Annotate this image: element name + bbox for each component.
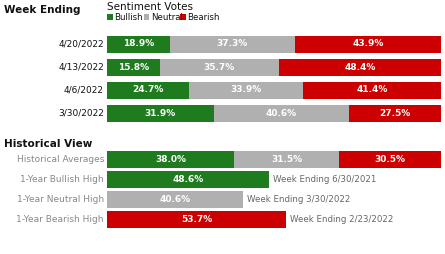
- Text: 4/6/2022: 4/6/2022: [64, 86, 104, 94]
- Bar: [107, 190, 243, 208]
- Text: 24.7%: 24.7%: [133, 86, 164, 94]
- Bar: [160, 58, 279, 75]
- Text: 53.7%: 53.7%: [181, 214, 212, 224]
- Bar: [339, 151, 441, 167]
- Bar: [349, 104, 441, 121]
- Text: 31.5%: 31.5%: [271, 154, 302, 164]
- Text: Bearish: Bearish: [187, 12, 220, 22]
- Text: Week Ending 2/23/2022: Week Ending 2/23/2022: [290, 214, 394, 224]
- Text: 48.6%: 48.6%: [173, 174, 204, 183]
- Text: 18.9%: 18.9%: [123, 40, 154, 49]
- Text: 1-Year Bearish High: 1-Year Bearish High: [16, 214, 104, 224]
- Text: Historical View: Historical View: [4, 139, 93, 149]
- Bar: [190, 82, 303, 99]
- Bar: [180, 14, 186, 20]
- Text: Neutral: Neutral: [151, 12, 183, 22]
- Bar: [107, 211, 287, 228]
- Text: 33.9%: 33.9%: [231, 86, 262, 94]
- Bar: [107, 151, 234, 167]
- Text: 37.3%: 37.3%: [217, 40, 248, 49]
- Text: Week Ending 6/30/2021: Week Ending 6/30/2021: [273, 174, 377, 183]
- Text: 15.8%: 15.8%: [118, 62, 149, 71]
- Bar: [107, 36, 170, 53]
- Bar: [107, 82, 190, 99]
- Text: 41.4%: 41.4%: [356, 86, 388, 94]
- Text: 30.5%: 30.5%: [375, 154, 405, 164]
- Text: 35.7%: 35.7%: [204, 62, 235, 71]
- Bar: [170, 36, 295, 53]
- Bar: [143, 14, 149, 20]
- Text: 38.0%: 38.0%: [155, 154, 186, 164]
- Text: Bullish: Bullish: [114, 12, 143, 22]
- Text: 4/20/2022: 4/20/2022: [58, 40, 104, 49]
- Bar: [295, 36, 441, 53]
- Text: 27.5%: 27.5%: [380, 108, 411, 118]
- Text: 1-Year Bullish High: 1-Year Bullish High: [20, 174, 104, 183]
- Text: Week Ending 3/30/2022: Week Ending 3/30/2022: [247, 195, 350, 203]
- Bar: [107, 170, 269, 187]
- Text: 48.4%: 48.4%: [344, 62, 376, 71]
- Bar: [214, 104, 349, 121]
- Text: Historical Averages: Historical Averages: [16, 154, 104, 164]
- Text: 1-Year Neutral High: 1-Year Neutral High: [17, 195, 104, 203]
- Text: 40.6%: 40.6%: [266, 108, 297, 118]
- Text: Sentiment Votes: Sentiment Votes: [107, 2, 193, 12]
- Text: 4/13/2022: 4/13/2022: [58, 62, 104, 71]
- Text: 40.6%: 40.6%: [159, 195, 190, 203]
- Bar: [107, 14, 113, 20]
- Text: 43.9%: 43.9%: [352, 40, 384, 49]
- Text: 31.9%: 31.9%: [145, 108, 176, 118]
- Bar: [234, 151, 339, 167]
- Bar: [107, 104, 214, 121]
- Text: 3/30/2022: 3/30/2022: [58, 108, 104, 118]
- Text: Week Ending: Week Ending: [4, 5, 81, 15]
- Bar: [279, 58, 441, 75]
- Bar: [303, 82, 441, 99]
- Bar: [107, 58, 160, 75]
